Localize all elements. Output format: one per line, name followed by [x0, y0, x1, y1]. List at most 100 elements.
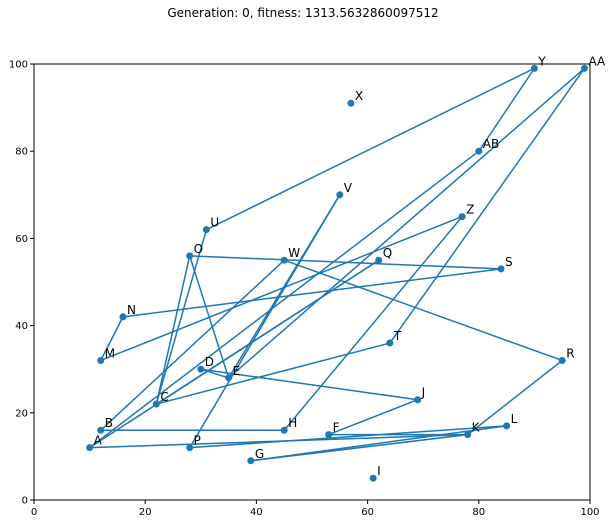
city-label-i: I — [377, 464, 381, 478]
city-point-z — [458, 213, 466, 221]
route-segment — [100, 316, 124, 361]
route-segment — [478, 67, 536, 152]
city-label-x: X — [355, 89, 363, 103]
city-point-p — [186, 444, 194, 452]
y-axis: 0 20 40 60 80 100 — [9, 60, 34, 507]
x-tick-label: 0 — [31, 507, 37, 518]
city-label-k: K — [472, 421, 481, 435]
route-segment — [200, 368, 418, 401]
route-segment — [89, 259, 380, 449]
city-point-v — [336, 191, 344, 199]
city-label-d: D — [205, 355, 214, 369]
x-tick-label: 60 — [361, 507, 374, 518]
city-label-c: C — [160, 390, 168, 404]
city-point-q — [375, 256, 383, 264]
city-point-y — [530, 64, 538, 72]
city-point-x — [347, 99, 355, 107]
route-segment — [100, 259, 285, 431]
city-label-ab: AB — [483, 137, 499, 151]
city-label-g: G — [255, 447, 264, 461]
route-segment — [228, 67, 585, 379]
city-point-o — [186, 252, 194, 260]
route-segment — [155, 255, 191, 405]
city-label-h: H — [288, 416, 297, 430]
city-label-v: V — [344, 181, 353, 195]
city-label-f: F — [333, 421, 340, 435]
x-tick-label: 40 — [250, 507, 263, 518]
city-point-d — [197, 365, 205, 373]
city-point-g — [247, 457, 255, 465]
y-tick-label: 60 — [15, 234, 28, 245]
city-label-r: R — [566, 346, 574, 360]
city-markers — [86, 64, 588, 482]
x-axis: 0 20 40 60 80 100 — [31, 500, 600, 518]
city-point-ab — [475, 147, 483, 155]
route-segment — [188, 255, 230, 379]
city-point-a — [86, 444, 94, 452]
city-label-aa: AA — [588, 54, 606, 68]
city-label-a: A — [94, 434, 103, 448]
city-point-e — [225, 374, 233, 382]
city-point-n — [119, 313, 127, 321]
city-label-w: W — [288, 246, 300, 260]
city-label-o: O — [194, 242, 203, 256]
city-point-c — [152, 400, 160, 408]
route-segment — [189, 425, 507, 449]
city-label-p: P — [194, 434, 201, 448]
route-segment — [189, 255, 502, 270]
city-point-h — [280, 426, 288, 434]
city-point-w — [280, 256, 288, 264]
route-segment — [89, 150, 480, 449]
route-segment — [122, 268, 502, 318]
route-segment — [328, 399, 418, 436]
x-tick-label: 80 — [472, 507, 485, 518]
y-tick-label: 20 — [15, 408, 28, 419]
route-segment — [156, 342, 391, 405]
y-tick-label: 100 — [9, 60, 28, 71]
y-tick-label: 0 — [22, 496, 28, 507]
city-label-m: M — [105, 346, 115, 360]
route-segment — [250, 433, 468, 462]
city-point-r — [558, 356, 566, 364]
city-point-u — [202, 226, 210, 234]
chart-title: Generation: 0, fitness: 1313.56328600975… — [167, 6, 438, 20]
route-segment — [389, 67, 586, 344]
city-label-u: U — [210, 216, 219, 230]
city-point-b — [97, 426, 105, 434]
plot-area-frame — [33, 63, 591, 501]
city-label-n: N — [127, 303, 136, 317]
route-segment — [200, 368, 229, 379]
city-label-t: T — [393, 329, 402, 343]
city-point-s — [497, 265, 505, 273]
route-segment — [283, 216, 463, 431]
city-label-s: S — [505, 255, 513, 269]
route-segment — [206, 67, 535, 231]
route-segment — [189, 194, 341, 449]
city-point-t — [386, 339, 394, 347]
city-label-l: L — [511, 412, 518, 426]
city-point-aa — [580, 64, 588, 72]
city-label-b: B — [105, 416, 113, 430]
route-segment — [283, 259, 563, 362]
route-segment — [467, 359, 563, 436]
city-label-q: Q — [383, 246, 392, 260]
city-point-l — [503, 422, 511, 430]
x-tick-label: 100 — [580, 507, 599, 518]
y-tick-label: 80 — [15, 147, 28, 158]
city-label-e: E — [233, 364, 241, 378]
city-label-y: Y — [537, 54, 546, 68]
route-path — [89, 67, 586, 462]
route-segment — [89, 433, 468, 449]
y-tick-label: 40 — [15, 321, 28, 332]
route-segment — [155, 229, 208, 405]
city-point-m — [97, 356, 105, 364]
city-point-i — [369, 474, 377, 482]
city-point-k — [464, 431, 472, 439]
city-label-j: J — [421, 386, 426, 400]
city-point-j — [414, 396, 422, 404]
city-label-z: Z — [466, 203, 474, 217]
route-segment — [100, 215, 463, 362]
city-point-f — [325, 431, 333, 439]
x-tick-label: 20 — [139, 507, 152, 518]
